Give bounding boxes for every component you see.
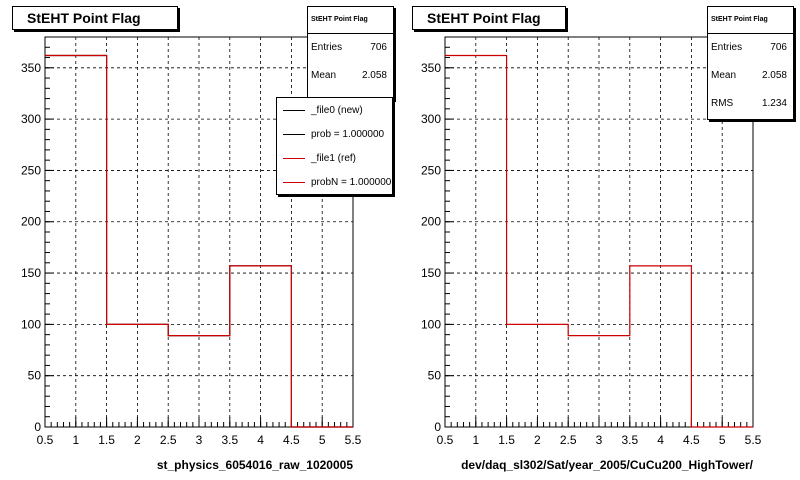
- y-tick-label: 300: [421, 112, 441, 126]
- legend-label: _file1 (ref): [311, 152, 357, 164]
- legend-entry: _file1 (ref): [277, 146, 392, 170]
- histogram-series-line: [45, 54, 353, 428]
- y-tick-label: 0: [34, 420, 41, 434]
- legend-line-black: [283, 133, 305, 135]
- right-histogram-plot: 0.5 1 1.5 2 2.5 3 3.5 4 4.5 5 5.5 0 50 100 150 200 250 30…: [421, 36, 762, 472]
- legend-label: _file0 (new): [311, 104, 363, 116]
- left-stats-mean: Mean 2.058: [308, 62, 393, 90]
- x-tick-label: 3.5: [221, 433, 238, 447]
- y-tick-label: 100: [421, 317, 441, 331]
- y-tick-label: 350: [21, 61, 41, 75]
- stats-label: Mean: [311, 70, 337, 81]
- legend-entry: probN = 1.000000: [277, 170, 392, 194]
- x-tick-label: 0.5: [37, 433, 54, 447]
- x-tick-label: 4.5: [283, 433, 300, 447]
- y-tick-label: 300: [21, 112, 41, 126]
- y-tick-label: 150: [21, 266, 41, 280]
- y-tick-label: 0: [434, 420, 441, 434]
- y-tick-label: 350: [421, 61, 441, 75]
- stats-label: Entries: [311, 42, 343, 53]
- legend-entry: prob = 1.000000: [277, 122, 392, 146]
- y-tick-label: 100: [21, 317, 41, 331]
- legend-label: prob = 1.000000: [311, 128, 385, 140]
- x-tick-label: 1.5: [98, 433, 115, 447]
- x-tick-label: 4: [257, 433, 264, 447]
- x-tick-label: 2.5: [560, 433, 577, 447]
- legend-line-red: [283, 157, 305, 159]
- y-tick-label: 150: [421, 266, 441, 280]
- stats-value: 1.234: [761, 98, 787, 109]
- left-stats-box: StEHT Point Flag Entries 706 Mean 2.058: [307, 6, 394, 100]
- x-tick-label: 2: [534, 433, 541, 447]
- stats-value: 706: [370, 42, 387, 53]
- legend-line-red: [283, 181, 305, 183]
- legend-line-black: [283, 109, 305, 111]
- right-stats-mean: Mean 2.058: [708, 62, 793, 90]
- x-tick-label: 5: [719, 433, 726, 447]
- x-tick-label: 1: [72, 433, 79, 447]
- x-axis-label: dev/daq_sl302/Sat/year_2005/CuCu200_High…: [461, 458, 754, 472]
- y-tick-label: 250: [421, 163, 441, 177]
- y-tick-label: 200: [21, 215, 41, 229]
- x-tick-label: 5: [319, 433, 326, 447]
- x-tick-label: 2.5: [160, 433, 177, 447]
- legend-label: probN = 1.000000: [311, 176, 392, 188]
- x-tick-label: 0.5: [437, 433, 454, 447]
- stats-value: 706: [770, 42, 787, 53]
- right-stats-box: StEHT Point Flag Entries 706 Mean 2.058 …: [707, 6, 794, 120]
- left-stats-entries: Entries 706: [308, 34, 393, 62]
- x-tick-label: 4.5: [683, 433, 700, 447]
- x-tick-label: 4: [657, 433, 664, 447]
- stats-label: RMS: [711, 98, 734, 109]
- y-tick-label: 50: [428, 369, 442, 383]
- y-tick-label: 250: [21, 163, 41, 177]
- stats-value: 2.058: [761, 70, 787, 81]
- x-tick-label: 1: [472, 433, 479, 447]
- x-tick-label: 3: [596, 433, 603, 447]
- left-legend: _file0 (new) prob = 1.000000 _file1 (ref…: [276, 97, 393, 195]
- y-tick-label: 200: [421, 215, 441, 229]
- x-axis-label: st_physics_6054016_raw_1020005: [157, 458, 353, 472]
- y-tick-label: 50: [28, 369, 42, 383]
- left-stats-title: StEHT Point Flag: [308, 7, 393, 34]
- right-plot-title: StEHT Point Flag: [412, 6, 566, 30]
- stats-value: 2.058: [361, 70, 387, 81]
- x-tick-label: 3.5: [621, 433, 638, 447]
- left-plot-title: StEHT Point Flag: [12, 6, 178, 30]
- right-stats-title: StEHT Point Flag: [708, 7, 793, 34]
- x-tick-label: 5.5: [745, 433, 762, 447]
- histogram-series-line: [445, 54, 753, 428]
- x-tick-label: 1.5: [498, 433, 515, 447]
- x-tick-label: 3: [196, 433, 203, 447]
- right-stats-entries: Entries 706: [708, 34, 793, 62]
- legend-entry: _file0 (new): [277, 98, 392, 122]
- right-stats-rms: RMS 1.234: [708, 90, 793, 118]
- x-tick-label: 5.5: [345, 433, 362, 447]
- stats-label: Entries: [711, 42, 743, 53]
- stats-label: Mean: [711, 70, 737, 81]
- x-tick-label: 2: [134, 433, 141, 447]
